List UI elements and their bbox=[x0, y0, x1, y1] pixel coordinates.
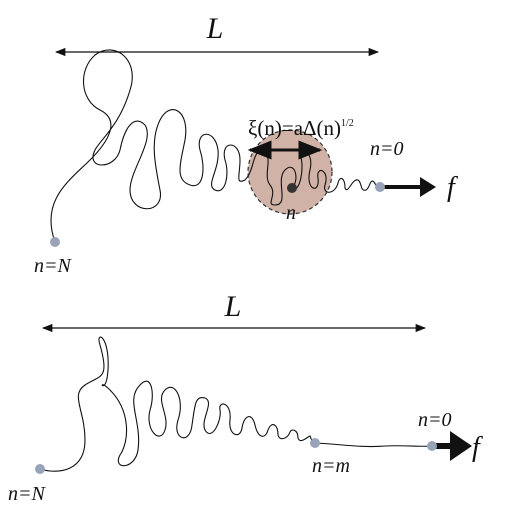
chain bbox=[50, 49, 381, 243]
start-dot bbox=[50, 237, 60, 247]
start-dot bbox=[35, 464, 45, 474]
end-dot bbox=[427, 441, 437, 451]
start-label: n=N bbox=[8, 483, 46, 505]
force-label: f bbox=[472, 432, 483, 463]
force-arrow-head bbox=[450, 431, 472, 461]
chain bbox=[39, 336, 433, 472]
length-label: L bbox=[206, 12, 224, 45]
monomer-dot bbox=[287, 183, 297, 193]
middle-dot bbox=[310, 438, 320, 448]
end-label: n=0 bbox=[370, 138, 404, 160]
blob-label-text: ξ(n)=aΔ(n) bbox=[248, 116, 341, 140]
end-dot bbox=[375, 182, 385, 192]
blob-label-exponent: 1/2 bbox=[341, 118, 354, 129]
middle-label: n=m bbox=[312, 455, 350, 477]
end-label: n=0 bbox=[418, 409, 452, 431]
monomer-label: n bbox=[286, 202, 296, 224]
blob-label: ξ(n)=aΔ(n)1/2 bbox=[248, 116, 354, 140]
force-arrow-head bbox=[420, 177, 436, 197]
force-label: f bbox=[447, 172, 458, 203]
start-label: n=N bbox=[34, 255, 72, 277]
length-label: L bbox=[224, 290, 242, 323]
